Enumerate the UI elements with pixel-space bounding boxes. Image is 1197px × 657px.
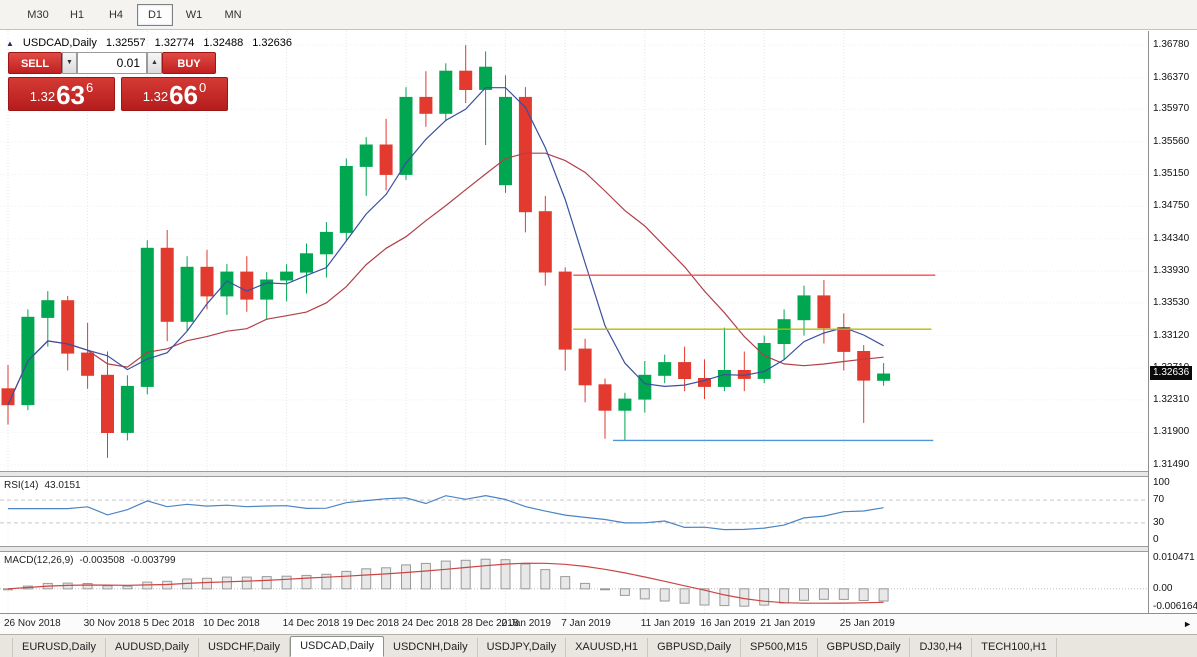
macd-axis-label: 0.00 bbox=[1153, 582, 1173, 594]
macd-name: MACD(12,26,9) bbox=[4, 555, 74, 566]
pane-resize-handle[interactable] bbox=[0, 546, 1197, 552]
buy-price-point: 0 bbox=[199, 80, 207, 95]
price-axis-label: 1.33930 bbox=[1153, 265, 1190, 277]
rsi-axis-label: 30 bbox=[1153, 516, 1165, 528]
buy-price-base: 1.32 bbox=[142, 89, 169, 104]
timeframe-toolbar: M30 H1 H4 D1 W1 MN bbox=[0, 0, 1197, 30]
timeframe-button-mn[interactable]: MN bbox=[224, 8, 242, 21]
pane-resize-handle[interactable] bbox=[0, 471, 1197, 477]
timeframe-button-h4[interactable]: H4 bbox=[108, 8, 124, 21]
price-axis-label: 1.32310 bbox=[1153, 393, 1190, 405]
macd-chart-canvas[interactable] bbox=[0, 552, 1149, 613]
tab-8-sp500-m15[interactable]: SP500,M15 bbox=[741, 638, 818, 657]
ohlc-open: 1.32557 bbox=[105, 37, 146, 49]
rsi-value: 43.0151 bbox=[44, 480, 81, 491]
rsi-chart-canvas[interactable] bbox=[0, 477, 1149, 546]
price-axis-label: 1.33530 bbox=[1153, 297, 1190, 309]
price-axis-label: 1.35970 bbox=[1153, 103, 1190, 115]
rsi-indicator-label: RSI(14) 43.0151 bbox=[4, 480, 81, 491]
current-price-badge: 1.32636 bbox=[1150, 366, 1193, 380]
macd-axis-label: -0.006164 bbox=[1153, 601, 1197, 612]
date-axis-label: 10 Dec 2018 bbox=[203, 618, 260, 629]
ohlc-low: 1.32488 bbox=[203, 37, 244, 49]
scroll-right-icon[interactable]: ► bbox=[1183, 619, 1192, 629]
rsi-axis-label: 0 bbox=[1153, 534, 1159, 545]
date-axis: ► 26 Nov 2018 30 Nov 2018 5 Dec 2018 10 Dec… bbox=[0, 613, 1197, 634]
date-axis-label: 5 Dec 2018 bbox=[143, 618, 195, 629]
timeframe-button-d1[interactable]: D1 bbox=[137, 3, 173, 26]
tab-5-usdjpy-daily[interactable]: USDJPY,Daily bbox=[478, 638, 567, 657]
macd-signal-value: -0.003799 bbox=[130, 555, 176, 566]
timeframe-button-w1[interactable]: W1 bbox=[185, 8, 203, 21]
buy-button[interactable]: BUY bbox=[162, 52, 216, 74]
sell-price-point: 6 bbox=[86, 80, 94, 95]
price-axis-divider bbox=[1148, 31, 1149, 613]
macd-indicator-label: MACD(12,26,9) -0.003508 -0.003799 bbox=[4, 555, 176, 566]
buy-price-display[interactable]: 1.32 66 0 bbox=[121, 77, 228, 111]
macd-axis-label: 0.010471 bbox=[1153, 552, 1195, 563]
sell-button[interactable]: SELL bbox=[8, 52, 62, 74]
date-axis-label: 30 Nov 2018 bbox=[83, 618, 141, 629]
tab-1-audusd-daily[interactable]: AUDUSD,Daily bbox=[106, 638, 199, 657]
quote-price-row: 1.32 63 6 1.32 66 0 bbox=[8, 77, 228, 111]
tab-2-usdchf-daily[interactable]: USDCHF,Daily bbox=[199, 638, 291, 657]
date-axis-label: 2 Jan 2019 bbox=[501, 618, 552, 629]
price-axis-label: 1.33120 bbox=[1153, 329, 1190, 341]
buy-price-pips: 66 bbox=[169, 80, 198, 110]
tab-0-eurusd-daily[interactable]: EURUSD,Daily bbox=[12, 638, 106, 657]
sell-price-base: 1.32 bbox=[29, 89, 56, 104]
symbol-info: ▲ USDCAD,Daily 1.32557 1.32774 1.32488 1… bbox=[6, 37, 292, 49]
rsi-name: RSI(14) bbox=[4, 480, 39, 491]
tab-11-tech100-h1[interactable]: TECH100,H1 bbox=[972, 638, 1057, 657]
chevron-up-icon: ▲ bbox=[151, 59, 158, 66]
volume-increase-button[interactable]: ▲ bbox=[147, 52, 162, 74]
date-axis-label: 25 Jan 2019 bbox=[839, 618, 895, 629]
volume-decrease-button[interactable]: ▼ bbox=[62, 52, 77, 74]
date-axis-label: 28 Dec 2018 bbox=[461, 618, 519, 629]
symbol-label: USDCAD,Daily bbox=[22, 37, 97, 49]
ohlc-close: 1.32636 bbox=[252, 37, 292, 49]
price-axis-label: 1.35150 bbox=[1153, 168, 1190, 180]
price-axis-label: 1.31490 bbox=[1153, 459, 1190, 470]
tab-7-gbpusd-daily[interactable]: GBPUSD,Daily bbox=[648, 638, 742, 657]
tab-3-usdcad-daily[interactable]: USDCAD,Daily bbox=[290, 636, 385, 657]
price-axis: 1.32636 1.36780 1.36370 1.35970 1.35560 1.35… bbox=[1149, 31, 1197, 613]
rsi-axis-label: 100 bbox=[1153, 477, 1170, 488]
price-axis-label: 1.34340 bbox=[1153, 232, 1190, 244]
date-axis-label: 14 Dec 2018 bbox=[282, 618, 340, 629]
timeframe-button-m30[interactable]: M30 bbox=[27, 8, 49, 21]
timeframe-button-h1[interactable]: H1 bbox=[69, 8, 85, 21]
price-axis-label: 1.31900 bbox=[1153, 426, 1190, 438]
sell-price-display[interactable]: 1.32 63 6 bbox=[8, 77, 115, 111]
tab-6-xauusd-h1[interactable]: XAUUSD,H1 bbox=[566, 638, 649, 657]
date-axis-label: 11 Jan 2019 bbox=[640, 618, 696, 629]
macd-main-value: -0.003508 bbox=[79, 555, 125, 566]
price-axis-label: 1.35560 bbox=[1153, 135, 1190, 147]
date-axis-label: 21 Jan 2019 bbox=[760, 618, 816, 629]
price-axis-label: 1.36370 bbox=[1153, 71, 1190, 83]
chevron-down-icon: ▼ bbox=[66, 59, 73, 66]
ohlc-high: 1.32774 bbox=[154, 37, 195, 49]
chart-tab-bar: EURUSD,Daily AUDUSD,Daily USDCHF,Daily USDC… bbox=[0, 634, 1197, 657]
price-axis-label: 1.36780 bbox=[1153, 39, 1190, 50]
date-axis-label: 26 Nov 2018 bbox=[4, 618, 61, 629]
candlesticks bbox=[1, 45, 891, 458]
collapse-panel-icon[interactable]: ▲ bbox=[6, 38, 14, 48]
tab-9-gbpusd-daily[interactable]: GBPUSD,Daily bbox=[818, 638, 911, 657]
price-axis-label: 1.34750 bbox=[1153, 200, 1190, 212]
date-axis-label: 19 Dec 2018 bbox=[342, 618, 400, 629]
one-click-trade-panel: SELL ▼ ▲ BUY bbox=[8, 52, 216, 74]
date-axis-label: 7 Jan 2019 bbox=[561, 618, 611, 629]
tab-4-usdcnh-daily[interactable]: USDCNH,Daily bbox=[384, 638, 478, 657]
date-axis-label: 16 Jan 2019 bbox=[700, 618, 756, 629]
tab-10-dj30-h4[interactable]: DJ30,H4 bbox=[910, 638, 973, 657]
volume-input[interactable] bbox=[77, 52, 147, 74]
rsi-axis-label: 70 bbox=[1153, 494, 1165, 506]
sell-price-pips: 63 bbox=[56, 80, 85, 110]
date-axis-label: 24 Dec 2018 bbox=[402, 618, 459, 629]
